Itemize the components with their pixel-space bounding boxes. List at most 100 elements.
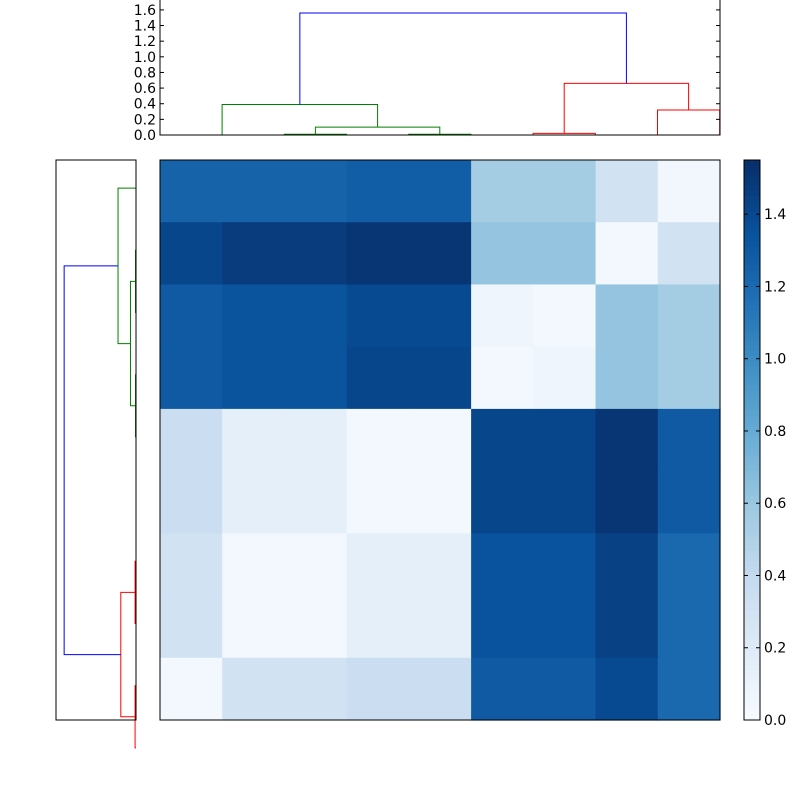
heatmap-cell xyxy=(596,596,659,659)
top-dendrogram-link xyxy=(222,105,378,135)
y-tick-label: 0.4 xyxy=(134,97,156,113)
top-dendrogram-link xyxy=(658,110,720,135)
heatmap-cell xyxy=(533,596,596,659)
heatmap-cell xyxy=(347,471,410,534)
colorbar-segment xyxy=(744,385,760,391)
top-dendrogram: 0.00.20.40.60.81.01.21.41.6 xyxy=(134,0,720,144)
colorbar-segment xyxy=(744,585,760,591)
heatmap-cell xyxy=(222,160,285,223)
top-dendrogram-link xyxy=(300,13,627,104)
colorbar-segment xyxy=(744,215,760,221)
heatmap-cell xyxy=(658,409,721,472)
colorbar-segment xyxy=(744,260,760,266)
heatmap-cell xyxy=(347,658,410,721)
heatmap-cell xyxy=(533,222,596,285)
heatmap-cell xyxy=(160,658,223,721)
heatmap-cell xyxy=(471,596,534,659)
colorbar-segment xyxy=(744,495,760,501)
heatmap-cell xyxy=(533,347,596,410)
top-dendrogram-link xyxy=(315,127,439,134)
colorbar-segment xyxy=(744,465,760,471)
colorbar-segment xyxy=(744,235,760,241)
y-tick-label: 0.2 xyxy=(134,112,156,128)
colorbar-segment xyxy=(744,660,760,666)
heatmap-cell xyxy=(409,533,472,596)
heatmap-cell xyxy=(658,347,721,410)
colorbar-segment xyxy=(744,160,760,166)
colorbar-segment xyxy=(744,695,760,701)
heatmap-cell xyxy=(533,284,596,347)
colorbar-segment xyxy=(744,225,760,231)
colorbar-segment xyxy=(744,350,760,356)
heatmap-cell xyxy=(284,533,347,596)
colorbar-segment xyxy=(744,650,760,656)
heatmap-cell xyxy=(658,471,721,534)
y-tick-label: 1.4 xyxy=(134,19,156,35)
colorbar-segment xyxy=(744,550,760,556)
left-dendrogram-frame xyxy=(56,160,136,720)
colorbar-segment xyxy=(744,195,760,201)
heatmap-cell xyxy=(409,284,472,347)
colorbar-segment xyxy=(744,605,760,611)
colorbar-segment xyxy=(744,325,760,331)
heatmap-cell xyxy=(409,658,472,721)
colorbar-segment xyxy=(744,445,760,451)
heatmap-cell xyxy=(284,347,347,410)
heatmap-cell xyxy=(222,596,285,659)
top-dendrogram-frame xyxy=(160,0,720,135)
colorbar-tick-label: 0.4 xyxy=(764,568,786,584)
colorbar-segment xyxy=(744,190,760,196)
colorbar-tick-label: 0.6 xyxy=(764,496,786,512)
heatmap-cell xyxy=(471,222,534,285)
colorbar-segment xyxy=(744,245,760,251)
heatmap-cell xyxy=(160,160,223,223)
colorbar-segment xyxy=(744,690,760,696)
colorbar-segment xyxy=(744,505,760,511)
colorbar: 0.00.20.40.60.81.01.21.4 xyxy=(744,160,786,729)
colorbar-segment xyxy=(744,175,760,181)
y-tick-label: 1.2 xyxy=(134,34,156,50)
heatmap-cell xyxy=(658,658,721,721)
colorbar-segment xyxy=(744,275,760,281)
colorbar-segment xyxy=(744,655,760,661)
colorbar-segment xyxy=(744,520,760,526)
heatmap-cell xyxy=(347,596,410,659)
colorbar-segment xyxy=(744,530,760,536)
colorbar-segment xyxy=(744,710,760,716)
colorbar-segment xyxy=(744,185,760,191)
colorbar-segment xyxy=(744,700,760,706)
heatmap-cell xyxy=(222,471,285,534)
heatmap-cell xyxy=(284,658,347,721)
colorbar-segment xyxy=(744,205,760,211)
colorbar-segment xyxy=(744,240,760,246)
colorbar-segment xyxy=(744,580,760,586)
heatmap-cell xyxy=(596,533,659,596)
y-tick-label: 0.6 xyxy=(134,81,156,97)
heatmap-cell xyxy=(222,533,285,596)
colorbar-segment xyxy=(744,675,760,681)
heatmap-cell xyxy=(658,596,721,659)
heatmap-cell xyxy=(533,471,596,534)
heatmap-cell xyxy=(471,471,534,534)
colorbar-segment xyxy=(744,290,760,296)
colorbar-segment xyxy=(744,180,760,186)
colorbar-segment xyxy=(744,630,760,636)
colorbar-segment xyxy=(744,390,760,396)
colorbar-segment xyxy=(744,670,760,676)
left-dendrogram xyxy=(56,160,136,748)
heatmap-cell xyxy=(284,596,347,659)
heatmap-cell xyxy=(471,284,534,347)
colorbar-segment xyxy=(744,470,760,476)
colorbar-segment xyxy=(744,250,760,256)
y-tick-label: 1.0 xyxy=(134,50,156,66)
colorbar-segment xyxy=(744,490,760,496)
colorbar-segment xyxy=(744,340,760,346)
heatmap-cell xyxy=(596,471,659,534)
colorbar-segment xyxy=(744,665,760,671)
colorbar-segment xyxy=(744,635,760,641)
colorbar-segment xyxy=(744,440,760,446)
colorbar-segment xyxy=(744,590,760,596)
colorbar-segment xyxy=(744,610,760,616)
colorbar-segment xyxy=(744,320,760,326)
